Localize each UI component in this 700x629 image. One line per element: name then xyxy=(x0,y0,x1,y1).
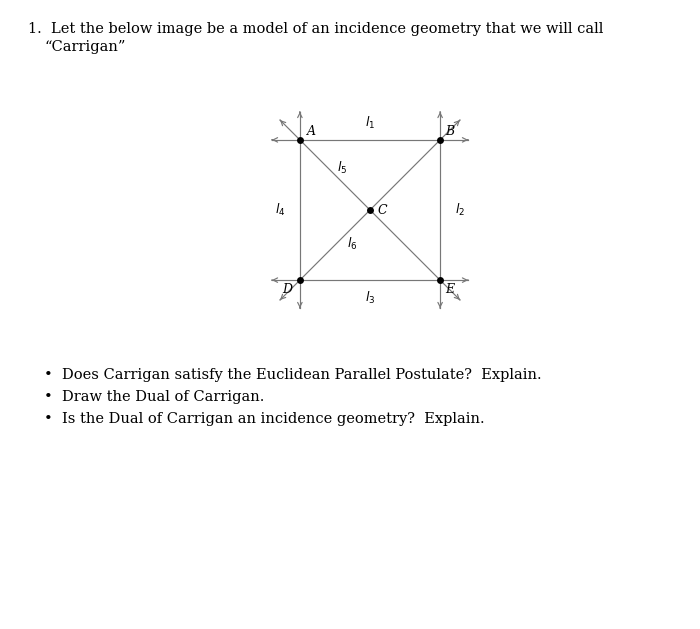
Text: D: D xyxy=(282,284,293,296)
Text: E: E xyxy=(445,284,454,296)
Text: •  Draw the Dual of Carrigan.: • Draw the Dual of Carrigan. xyxy=(44,390,265,404)
Text: $l_2$: $l_2$ xyxy=(455,202,465,218)
Text: 1.  Let the below image be a model of an incidence geometry that we will call: 1. Let the below image be a model of an … xyxy=(28,22,603,36)
Text: C: C xyxy=(378,204,387,216)
Text: “Carrigan”: “Carrigan” xyxy=(44,40,125,54)
Text: •  Is the Dual of Carrigan an incidence geometry?  Explain.: • Is the Dual of Carrigan an incidence g… xyxy=(44,412,484,426)
Text: $l_3$: $l_3$ xyxy=(365,291,375,306)
Text: A: A xyxy=(307,125,316,138)
Text: $l_6$: $l_6$ xyxy=(346,236,357,252)
Text: $l_1$: $l_1$ xyxy=(365,115,375,131)
Text: B: B xyxy=(445,125,454,138)
Text: •  Does Carrigan satisfy the Euclidean Parallel Postulate?  Explain.: • Does Carrigan satisfy the Euclidean Pa… xyxy=(44,368,542,382)
Text: $l_5$: $l_5$ xyxy=(337,160,347,176)
Text: $l_4$: $l_4$ xyxy=(275,202,286,218)
